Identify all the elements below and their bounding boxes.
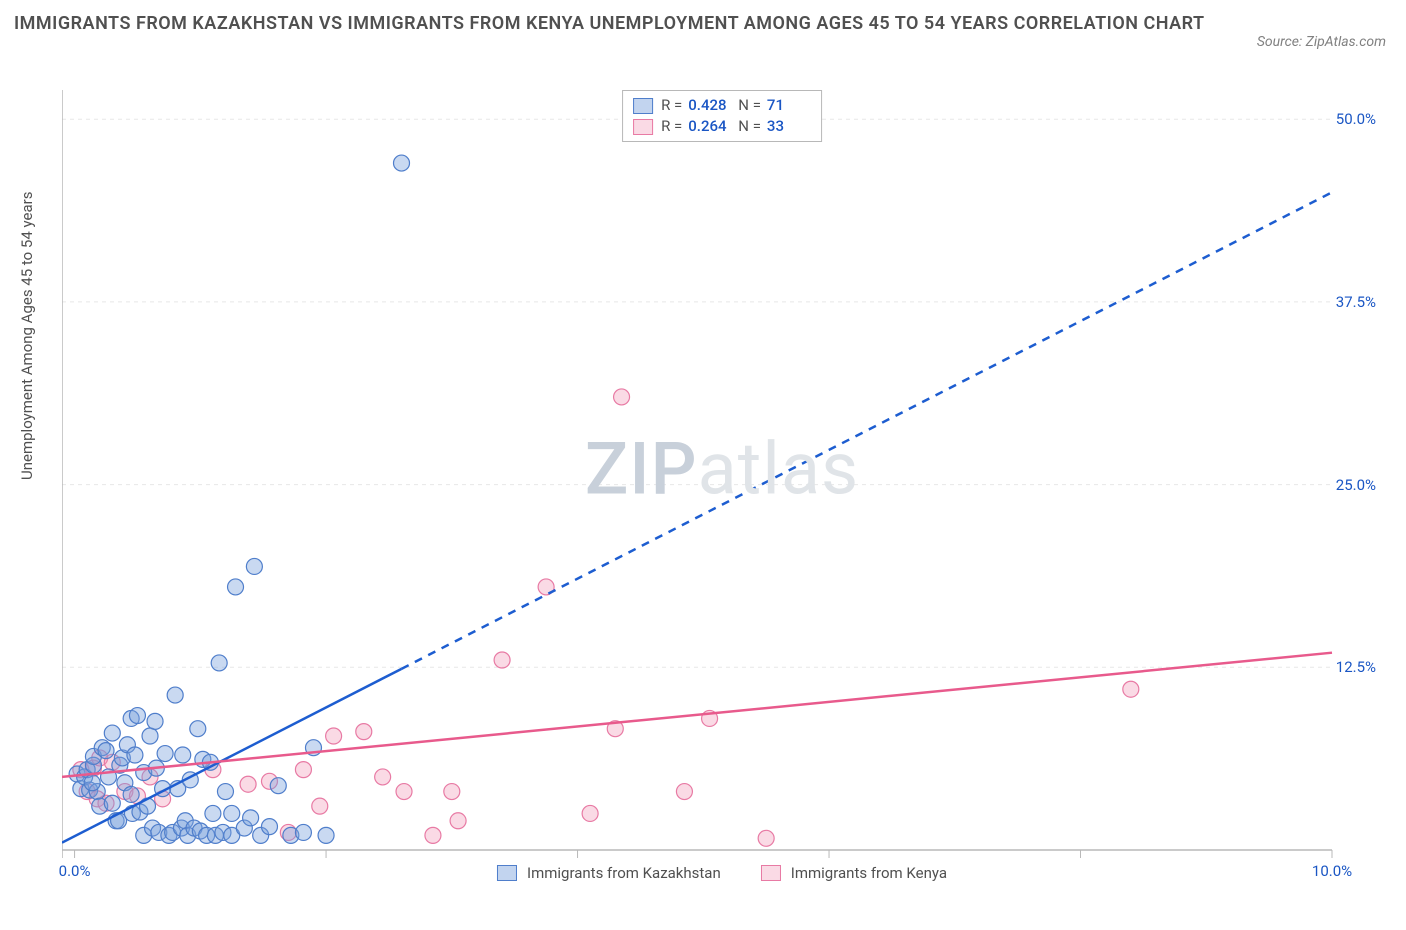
blue-swatch-icon [497,865,517,881]
x-tick-label: 10.0% [1312,862,1352,880]
series-legend: Immigrants from Kazakhstan Immigrants fr… [497,864,947,882]
r-value: 0.264 [688,116,732,137]
pink-swatch-icon [761,865,781,881]
stats-row-kenya: R = 0.264 N = 33 [633,116,811,137]
y-axis-label: Unemployment Among Ages 45 to 54 years [18,192,36,480]
y-tick-label: 25.0% [1336,476,1376,494]
legend-label: Immigrants from Kenya [791,864,947,882]
chart-container: IMMIGRANTS FROM KAZAKHSTAN VS IMMIGRANTS… [0,0,1406,930]
y-tick-label: 50.0% [1336,110,1376,128]
scatter-svg [62,90,1382,880]
r-value: 0.428 [688,95,732,116]
legend-item-kenya: Immigrants from Kenya [761,864,947,882]
plot-area: ZIPatlas R = 0.428 N = 71 R = 0.264 N = … [62,90,1382,880]
blue-swatch-icon [633,98,653,114]
y-tick-label: 12.5% [1336,658,1376,676]
n-value: 71 [767,95,811,116]
r-label: R = [661,116,682,137]
y-tick-label: 37.5% [1336,293,1376,311]
legend-label: Immigrants from Kazakhstan [527,864,721,882]
pink-swatch-icon [633,119,653,135]
source-attribution: Source: ZipAtlas.com [1257,34,1386,50]
x-tick-label: 0.0% [59,862,91,880]
stats-legend: R = 0.428 N = 71 R = 0.264 N = 33 [622,90,822,142]
n-label: N = [738,95,761,116]
chart-title: IMMIGRANTS FROM KAZAKHSTAN VS IMMIGRANTS… [14,10,1266,38]
stats-row-kazakhstan: R = 0.428 N = 71 [633,95,811,116]
legend-item-kazakhstan: Immigrants from Kazakhstan [497,864,721,882]
n-label: N = [738,116,761,137]
r-label: R = [661,95,682,116]
n-value: 33 [767,116,811,137]
